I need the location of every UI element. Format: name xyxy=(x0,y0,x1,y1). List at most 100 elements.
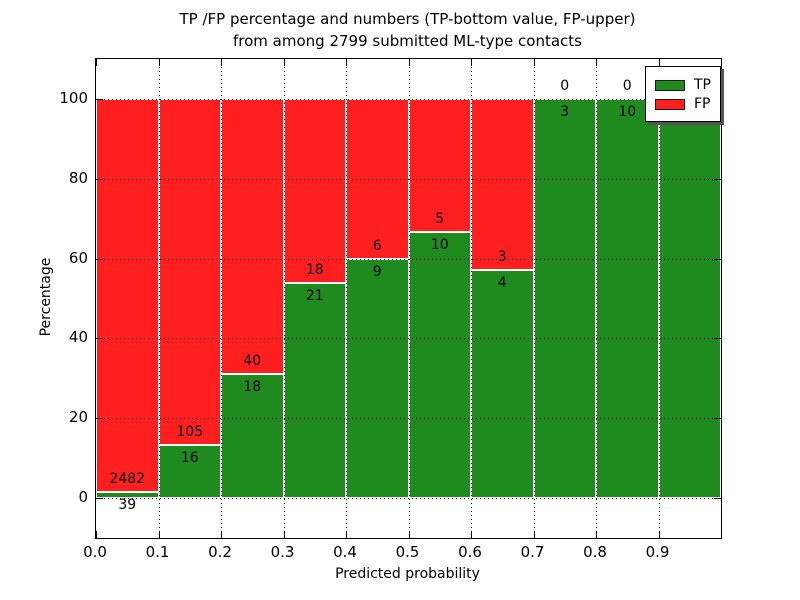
x-axis-tick xyxy=(533,59,535,66)
fp-count-label: 0 xyxy=(622,77,632,94)
tp-bar-segment xyxy=(158,445,221,499)
y-axis-label: Percentage xyxy=(38,257,54,337)
grid-line-horizontal xyxy=(96,178,721,180)
legend-entry-tp: TP xyxy=(655,77,711,93)
x-axis-tick xyxy=(283,531,285,538)
grid-line-horizontal xyxy=(96,418,721,420)
tp-count-label: 3 xyxy=(560,103,570,120)
fp-bar-segment xyxy=(221,98,284,375)
tp-count-label: 10 xyxy=(618,103,637,120)
fp-count-label: 6 xyxy=(372,237,382,254)
y-tick-label: 20 xyxy=(68,408,88,427)
fp-bar-segment xyxy=(471,98,534,270)
tp-bar-segment xyxy=(346,258,409,499)
tp-count-label: 21 xyxy=(305,288,324,305)
y-axis-tick xyxy=(714,178,721,180)
x-tick-label: 0.1 xyxy=(145,543,170,561)
y-tick-label: 40 xyxy=(68,328,88,347)
x-tick-label: 0.5 xyxy=(395,543,420,561)
x-tick-label: 0.0 xyxy=(83,543,107,561)
x-axis-tick xyxy=(283,59,285,66)
x-axis-tick xyxy=(346,59,347,66)
fp-bar-segment xyxy=(96,98,159,492)
y-axis-tick xyxy=(714,498,721,500)
x-axis-tick xyxy=(658,531,660,538)
legend-label: TP xyxy=(694,77,711,93)
grid-line-vertical xyxy=(408,59,410,538)
x-axis-tick xyxy=(408,59,410,66)
grid-line-vertical xyxy=(283,59,285,538)
x-axis-tick xyxy=(596,59,597,66)
fp-count-label: 105 xyxy=(176,424,204,441)
tp-count-label: 4 xyxy=(497,274,507,291)
plot-area: 2482391051640181821695103403010010 xyxy=(95,58,722,539)
fp-count-label: 0 xyxy=(560,77,570,94)
y-axis-tick xyxy=(96,98,103,100)
grid-line-vertical xyxy=(533,59,535,538)
y-tick-label: 80 xyxy=(68,168,88,187)
x-tick-label: 0.4 xyxy=(333,543,357,561)
legend-swatch-tp xyxy=(655,79,685,91)
grid-line-vertical xyxy=(658,59,660,538)
tp-bar-segment xyxy=(408,231,471,499)
tp-bar-segment xyxy=(96,491,159,499)
x-axis-tick xyxy=(221,59,222,66)
x-axis-tick xyxy=(158,59,160,66)
y-axis-tick xyxy=(714,418,721,420)
tp-count-label: 10 xyxy=(430,236,449,253)
chart-title-line2: from among 2799 submitted ML-type contac… xyxy=(233,32,582,50)
tp-count-label: 18 xyxy=(243,379,262,396)
legend-entry-fp: FP xyxy=(655,96,711,112)
tp-bar-segment xyxy=(596,98,659,499)
y-axis-tick xyxy=(96,338,103,340)
x-axis-tick xyxy=(221,531,222,538)
y-axis-tick xyxy=(96,498,103,500)
grid-line-vertical xyxy=(596,59,597,538)
x-axis-tick xyxy=(408,531,410,538)
y-axis-tick xyxy=(714,258,721,260)
legend: TP FP xyxy=(645,66,721,122)
y-axis-tick xyxy=(96,418,103,420)
x-tick-label: 0.7 xyxy=(520,543,545,561)
fp-count-label: 18 xyxy=(305,262,324,279)
fp-count-label: 3 xyxy=(497,248,507,265)
fp-count-label: 2482 xyxy=(109,470,146,487)
x-axis-tick xyxy=(658,59,660,66)
x-axis-tick xyxy=(471,531,472,538)
y-tick-label: 0 xyxy=(78,488,88,507)
x-axis-label: Predicted probability xyxy=(335,566,480,582)
x-tick-label: 0.2 xyxy=(208,543,232,561)
grid-line-horizontal xyxy=(96,498,721,500)
grid-line-vertical xyxy=(158,59,160,538)
x-axis-tick xyxy=(346,531,347,538)
x-axis-tick xyxy=(96,59,97,66)
tp-count-label: 39 xyxy=(118,496,137,513)
fp-count-label: 5 xyxy=(435,210,445,227)
fp-count-label: 40 xyxy=(243,353,262,370)
grid-line-horizontal xyxy=(96,98,721,100)
x-axis-tick xyxy=(158,531,160,538)
x-axis-tick xyxy=(471,59,472,66)
y-tick-label: 100 xyxy=(59,88,88,107)
tp-bar-segment xyxy=(533,98,596,499)
tp-bar-segment xyxy=(658,98,721,499)
y-axis-tick xyxy=(714,338,721,340)
x-tick-label: 0.9 xyxy=(645,543,670,561)
chart-title: TP /FP percentage and numbers (TP-bottom… xyxy=(95,8,720,52)
grid-line-horizontal xyxy=(96,258,721,260)
grid-line-vertical xyxy=(471,59,472,538)
y-axis-tick xyxy=(96,178,103,180)
x-tick-label: 0.8 xyxy=(583,543,607,561)
tp-count-label: 16 xyxy=(180,450,199,467)
grid-line-horizontal xyxy=(96,338,721,340)
fp-bar-segment xyxy=(283,98,346,284)
x-axis-tick xyxy=(96,531,97,538)
x-tick-label: 0.6 xyxy=(458,543,482,561)
fp-bar-segment xyxy=(408,98,471,232)
x-axis-tick xyxy=(596,531,597,538)
tp-bar-segment xyxy=(283,283,346,499)
grid-line-vertical xyxy=(221,59,222,538)
tp-count-label: 9 xyxy=(372,263,382,280)
legend-label: FP xyxy=(694,96,711,112)
